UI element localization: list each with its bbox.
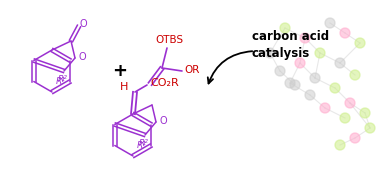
Text: R²: R² <box>139 139 149 148</box>
Circle shape <box>335 58 345 68</box>
Text: H: H <box>120 82 128 92</box>
Circle shape <box>315 48 325 58</box>
Text: O: O <box>159 116 167 126</box>
Circle shape <box>300 33 310 43</box>
Text: carbon acid
catalysis: carbon acid catalysis <box>252 30 329 60</box>
Circle shape <box>350 70 360 80</box>
Text: OTBS: OTBS <box>155 35 183 45</box>
Text: +: + <box>113 62 127 80</box>
Circle shape <box>345 98 355 108</box>
Circle shape <box>280 23 290 33</box>
Circle shape <box>330 83 340 93</box>
Text: O: O <box>78 52 86 62</box>
Circle shape <box>285 78 295 88</box>
Text: CO₂R: CO₂R <box>150 78 180 88</box>
Circle shape <box>265 48 275 58</box>
Circle shape <box>350 133 360 143</box>
Text: R²: R² <box>58 76 68 85</box>
Circle shape <box>340 113 350 123</box>
Circle shape <box>320 103 330 113</box>
Text: O: O <box>79 19 87 29</box>
Circle shape <box>325 18 335 28</box>
Circle shape <box>360 108 370 118</box>
Circle shape <box>335 140 345 150</box>
Circle shape <box>355 38 365 48</box>
Text: OR: OR <box>184 65 200 75</box>
Circle shape <box>290 80 300 90</box>
Circle shape <box>295 58 305 68</box>
Circle shape <box>305 90 315 100</box>
Text: R¹: R¹ <box>56 77 66 86</box>
Circle shape <box>310 73 320 83</box>
Circle shape <box>340 28 350 38</box>
Circle shape <box>275 66 285 76</box>
Text: R¹: R¹ <box>137 141 147 150</box>
Circle shape <box>365 123 375 133</box>
